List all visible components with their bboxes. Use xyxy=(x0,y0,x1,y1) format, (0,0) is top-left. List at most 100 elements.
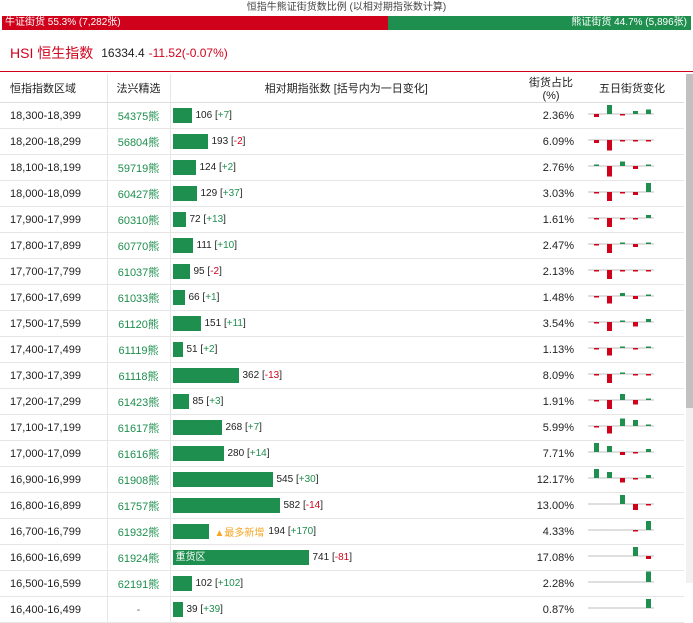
count-value: 362 xyxy=(243,370,260,381)
range-cell: 16,700-16,799 xyxy=(0,519,107,545)
pct-cell: 7.71% xyxy=(522,441,580,467)
index-value: 16334.4 xyxy=(101,46,144,60)
five-day-spark-cell xyxy=(580,389,684,415)
range-cell: 17,800-17,899 xyxy=(0,233,107,259)
warrant-link[interactable]: 61423熊 xyxy=(107,389,170,415)
spark-bar xyxy=(594,244,599,246)
count-text: 582 [-14] xyxy=(284,500,323,511)
warrant-link[interactable]: 61924熊 xyxy=(107,545,170,571)
spark-bar xyxy=(594,400,599,402)
pct-cell: 2.76% xyxy=(522,155,580,181)
count-bar xyxy=(173,498,280,513)
warrant-link[interactable]: 61037熊 xyxy=(107,259,170,285)
count-text: 95 [-2] xyxy=(194,266,222,277)
five-day-spark-cell xyxy=(580,337,684,363)
warrant-link[interactable]: 62191熊 xyxy=(107,571,170,597)
spark-bar xyxy=(646,295,651,297)
count-text: 111 [+10] xyxy=(197,240,238,251)
count-change: +14 xyxy=(250,448,267,459)
warrant-link[interactable]: 61932熊 xyxy=(107,519,170,545)
spark-bar xyxy=(594,192,599,194)
count-value: 39 xyxy=(187,604,198,615)
warrant-link[interactable]: 61757熊 xyxy=(107,493,170,519)
header-count: 相对期指张数 [括号内为一日变化] xyxy=(170,74,522,103)
range-cell: 16,500-16,599 xyxy=(0,571,107,597)
count-value: 545 xyxy=(277,474,294,485)
spark-bar xyxy=(633,530,638,532)
spark-bar xyxy=(633,166,638,169)
warrant-link[interactable]: 61120熊 xyxy=(107,311,170,337)
pct-cell: 1.13% xyxy=(522,337,580,363)
warrant-link[interactable]: 61033熊 xyxy=(107,285,170,311)
warrant-link[interactable]: 61617熊 xyxy=(107,415,170,441)
spark-bar xyxy=(620,293,625,296)
spark-bar xyxy=(646,521,651,530)
count-bar xyxy=(173,316,201,331)
range-cell: 17,500-17,599 xyxy=(0,311,107,337)
header-range: 恒指指数区域 xyxy=(0,74,107,103)
spark-bar xyxy=(594,348,599,350)
count-change: +37 xyxy=(223,188,240,199)
count-cell: 151 [+11] xyxy=(170,311,522,337)
count-cell: 95 [-2] xyxy=(170,259,522,285)
warrant-link[interactable]: 61119熊 xyxy=(107,337,170,363)
count-value: 129 xyxy=(201,188,218,199)
spark-bar xyxy=(607,426,612,434)
spark-bar xyxy=(620,270,625,272)
count-bar xyxy=(173,420,222,435)
warrant-link[interactable]: 61118熊 xyxy=(107,363,170,389)
five-day-sparkline xyxy=(588,493,654,515)
warrant-link[interactable]: 54375熊 xyxy=(107,103,170,129)
five-day-sparkline xyxy=(588,155,654,177)
spark-bar xyxy=(607,166,612,177)
five-day-sparkline xyxy=(588,597,654,619)
warrant-link[interactable]: 56804熊 xyxy=(107,129,170,155)
count-value: 102 xyxy=(196,578,213,589)
count-change: +30 xyxy=(299,474,316,485)
spark-bar xyxy=(646,243,651,245)
spark-bar xyxy=(646,270,651,272)
spark-bar xyxy=(607,218,612,227)
count-cell: 85 [+3] xyxy=(170,389,522,415)
five-day-spark-cell xyxy=(580,519,684,545)
warrant-link[interactable]: 60310熊 xyxy=(107,207,170,233)
index-summary: HSI 恒生指数 16334.4 -11.52(-0.07%) xyxy=(0,34,693,72)
count-change: +3 xyxy=(209,396,220,407)
index-name[interactable]: HSI 恒生指数 xyxy=(10,43,93,63)
count-value: 268 xyxy=(226,422,243,433)
count-cell: 72 [+13] xyxy=(170,207,522,233)
count-text: 268 [+7] xyxy=(226,422,262,433)
five-day-sparkline xyxy=(588,337,654,359)
count-change: +10 xyxy=(217,240,234,251)
spark-bar xyxy=(620,478,625,483)
five-day-spark-cell xyxy=(580,363,684,389)
spark-bar xyxy=(620,373,625,375)
spark-bar xyxy=(646,319,651,322)
warrant-link: - xyxy=(107,597,170,623)
count-value: 741 xyxy=(313,552,330,563)
spark-bar xyxy=(633,547,638,556)
scrollbar-thumb[interactable] xyxy=(686,74,693,408)
warrant-link[interactable]: 61908熊 xyxy=(107,467,170,493)
count-text: 193 [-2] xyxy=(212,136,246,147)
spark-bar xyxy=(607,446,612,452)
warrant-link[interactable]: 60427熊 xyxy=(107,181,170,207)
warrant-link[interactable]: 59719熊 xyxy=(107,155,170,181)
spark-bar xyxy=(620,218,625,220)
spark-bar xyxy=(607,270,612,279)
five-day-sparkline xyxy=(588,545,654,567)
count-value: 193 xyxy=(212,136,229,147)
count-cell: 39 [+39] xyxy=(170,597,522,623)
range-cell: 18,100-18,199 xyxy=(0,155,107,181)
count-text: 280 [+14] xyxy=(228,448,270,459)
warrant-link[interactable]: 61616熊 xyxy=(107,441,170,467)
warrant-link[interactable]: 60770熊 xyxy=(107,233,170,259)
header-warrant: 法兴精选 xyxy=(107,74,170,103)
page-title: 恒指牛熊证街货数比例 (以相对期指张数计算) xyxy=(0,0,693,16)
five-day-spark-cell xyxy=(580,129,684,155)
